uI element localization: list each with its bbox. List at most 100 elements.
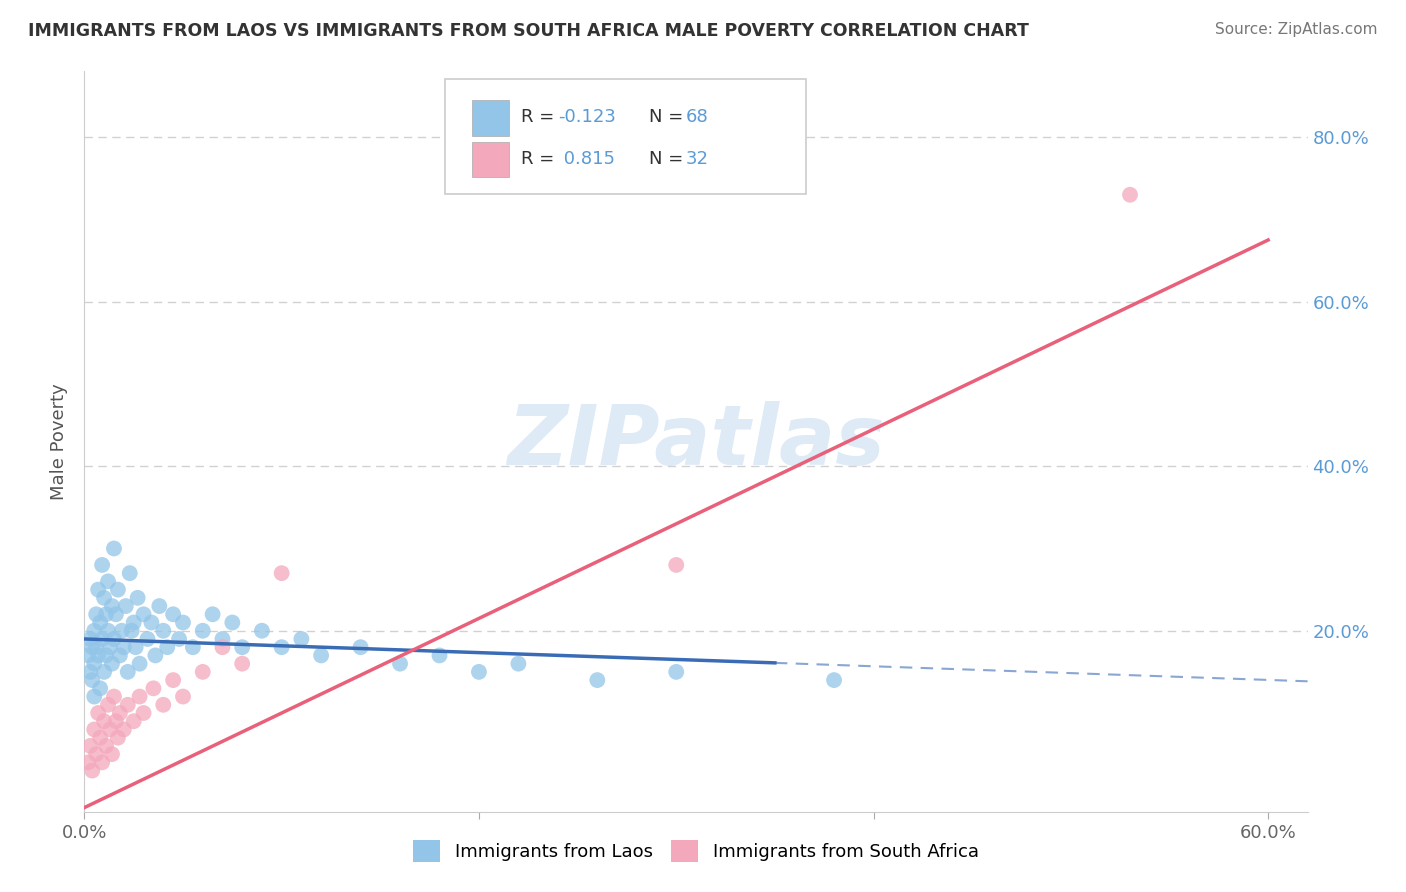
Point: [101, 599, 124, 613]
Text: R =: R =: [522, 150, 560, 168]
Point: [429, 648, 451, 663]
Point: [290, 632, 312, 646]
Point: [87, 706, 110, 720]
Point: [82, 640, 104, 655]
Point: [89, 731, 111, 745]
Point: [136, 632, 159, 646]
Point: [87, 582, 110, 597]
Point: [117, 665, 139, 679]
Point: [97, 624, 120, 638]
Point: [89, 681, 111, 696]
Point: [82, 673, 104, 687]
Point: [145, 648, 167, 663]
Point: [586, 673, 609, 687]
Point: [270, 640, 292, 655]
Point: [142, 681, 165, 696]
Point: [91, 632, 114, 646]
Point: [107, 731, 129, 745]
Point: [83, 690, 105, 704]
Point: [128, 690, 150, 704]
Point: [107, 582, 129, 597]
Point: [152, 624, 174, 638]
Text: N =: N =: [650, 108, 689, 127]
Text: 0.815: 0.815: [558, 150, 614, 168]
Point: [162, 673, 184, 687]
Y-axis label: Male Poverty: Male Poverty: [51, 384, 69, 500]
Point: [122, 615, 145, 630]
Point: [97, 574, 120, 589]
Point: [94, 739, 117, 753]
Point: [82, 764, 104, 778]
Point: [97, 698, 120, 712]
Point: [83, 657, 105, 671]
Point: [104, 714, 127, 729]
Point: [84, 747, 107, 761]
Point: [309, 648, 332, 663]
Point: [665, 558, 688, 572]
Point: [83, 723, 105, 737]
Bar: [472, 142, 509, 178]
Point: [231, 657, 253, 671]
Point: [79, 632, 101, 646]
Point: [117, 698, 139, 712]
Point: [98, 723, 121, 737]
FancyBboxPatch shape: [446, 78, 806, 194]
Point: [121, 624, 143, 638]
Point: [103, 541, 125, 556]
Point: [112, 723, 135, 737]
Point: [122, 714, 145, 729]
Point: [101, 657, 124, 671]
Point: [508, 657, 530, 671]
Point: [103, 690, 125, 704]
Point: [79, 739, 101, 753]
Point: [111, 624, 134, 638]
Point: [172, 615, 194, 630]
Legend: Immigrants from Laos, Immigrants from South Africa: Immigrants from Laos, Immigrants from So…: [406, 833, 986, 870]
Point: [103, 632, 125, 646]
Point: [167, 632, 190, 646]
Point: [124, 640, 146, 655]
Point: [93, 591, 115, 605]
Point: [148, 599, 170, 613]
Point: [79, 665, 101, 679]
Point: [89, 615, 111, 630]
Point: [172, 690, 194, 704]
Point: [201, 607, 224, 622]
Point: [83, 624, 105, 638]
Point: [141, 615, 163, 630]
Point: [101, 747, 124, 761]
Text: IMMIGRANTS FROM LAOS VS IMMIGRANTS FROM SOUTH AFRICA MALE POVERTY CORRELATION CH: IMMIGRANTS FROM LAOS VS IMMIGRANTS FROM …: [28, 22, 1029, 40]
Point: [191, 624, 214, 638]
Text: -0.123: -0.123: [558, 108, 616, 127]
Point: [77, 756, 100, 770]
Text: 32: 32: [686, 150, 709, 168]
Point: [211, 640, 233, 655]
Point: [84, 607, 107, 622]
Point: [93, 665, 115, 679]
Text: ZIPatlas: ZIPatlas: [508, 401, 884, 482]
Point: [191, 665, 214, 679]
Point: [231, 640, 253, 655]
Text: 68: 68: [686, 108, 709, 127]
Point: [270, 566, 292, 581]
Point: [93, 714, 115, 729]
Text: Source: ZipAtlas.com: Source: ZipAtlas.com: [1215, 22, 1378, 37]
Point: [162, 607, 184, 622]
Point: [127, 591, 149, 605]
Point: [98, 640, 121, 655]
Point: [114, 599, 136, 613]
Point: [211, 632, 233, 646]
Point: [665, 665, 688, 679]
Point: [87, 648, 110, 663]
Point: [152, 698, 174, 712]
Point: [108, 648, 131, 663]
Point: [156, 640, 179, 655]
Point: [468, 665, 491, 679]
Point: [91, 756, 114, 770]
Point: [104, 607, 127, 622]
Text: R =: R =: [522, 108, 560, 127]
Text: N =: N =: [650, 150, 689, 168]
Point: [91, 558, 114, 572]
Point: [389, 657, 412, 671]
Bar: [472, 100, 509, 136]
